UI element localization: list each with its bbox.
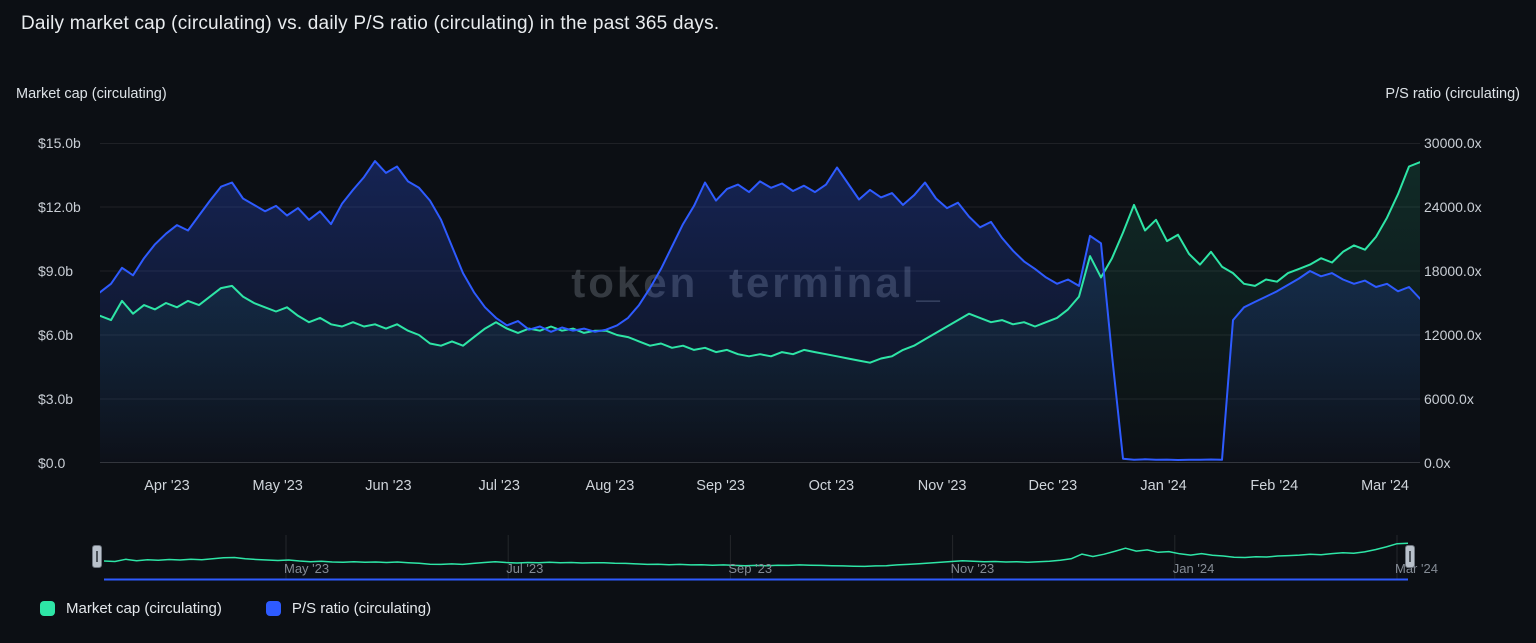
legend-label: Market cap (circulating)	[66, 600, 222, 617]
ps-line[interactable]	[100, 160, 1420, 461]
ps-ratio-swatch-icon	[265, 601, 281, 616]
legend-item-ps-ratio[interactable]: P/S ratio (circulating)	[265, 600, 432, 617]
legend: Market cap (circulating) P/S ratio (circ…	[40, 600, 431, 617]
x-tick: Apr '23	[144, 478, 190, 494]
nav-x-tick: Nov '23	[950, 561, 995, 576]
y-tick-right: 30000.0x	[1424, 135, 1482, 151]
x-tick: Nov '23	[917, 478, 967, 494]
main-chart[interactable]	[100, 143, 1420, 463]
x-tick: Feb '24	[1250, 478, 1299, 494]
left-axis-title: Market cap (circulating)	[16, 86, 167, 102]
nav-x-tick: May '23	[284, 561, 330, 576]
y-tick-left: $9.0b	[38, 263, 74, 279]
y-tick-left: $12.0b	[38, 199, 81, 215]
x-tick: Jul '23	[478, 478, 520, 494]
navigator-chart[interactable]	[104, 533, 1408, 581]
y-tick-right: 12000.0x	[1424, 327, 1482, 343]
y-tick-right: 24000.0x	[1424, 199, 1482, 215]
nav-x-tick: Mar '24	[1395, 561, 1438, 576]
legend-label: P/S ratio (circulating)	[291, 600, 432, 617]
marketcap-line[interactable]	[100, 161, 1420, 364]
navigator-left-handle[interactable]	[92, 545, 102, 568]
x-tick: Oct '23	[808, 478, 855, 494]
y-tick-left: $15.0b	[38, 135, 81, 151]
y-tick-left: $0.0	[38, 455, 66, 471]
y-tick-right: 6000.0x	[1424, 391, 1474, 407]
marketcap-swatch-icon	[40, 601, 55, 616]
nav-x-tick: Jan '24	[1172, 561, 1215, 576]
navigator-right-handle[interactable]	[1405, 545, 1415, 568]
nav-gridlines	[285, 535, 1398, 579]
x-tick: May '23	[252, 478, 303, 494]
x-tick: Jun '23	[365, 478, 412, 494]
handle-grip-icon	[1409, 551, 1411, 562]
y-tick-left: $3.0b	[38, 391, 74, 407]
x-tick: Dec '23	[1028, 478, 1078, 494]
nav-x-tick: Jul '23	[506, 561, 544, 576]
handle-grip-icon	[96, 551, 98, 562]
x-tick: Aug '23	[585, 478, 635, 494]
chart-title: Daily market cap (circulating) vs. daily…	[21, 13, 720, 34]
y-tick-right: 0.0x	[1424, 455, 1451, 471]
legend-item-marketcap[interactable]: Market cap (circulating)	[40, 600, 222, 617]
nav-x-tick: Sep '23	[728, 561, 773, 576]
y-tick-left: $6.0b	[38, 327, 74, 343]
nav-marketcap-line	[104, 542, 1408, 568]
x-tick: Sep '23	[696, 478, 746, 494]
right-axis-title: P/S ratio (circulating)	[1385, 86, 1520, 102]
x-tick: Mar '24	[1361, 478, 1409, 494]
y-tick-right: 18000.0x	[1424, 263, 1482, 279]
x-tick: Jan '24	[1140, 478, 1187, 494]
